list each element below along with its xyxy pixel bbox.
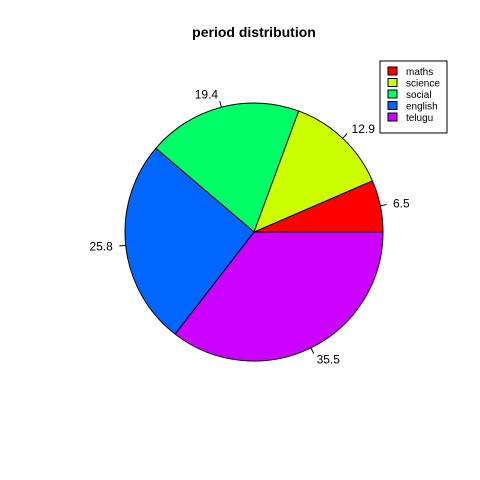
- legend-label-english: english: [406, 102, 438, 113]
- legend-swatch-maths: [387, 66, 398, 76]
- pie-slice-labels: 6.5 12.9 19.4 25.8 35.5: [90, 88, 410, 367]
- legend-label-telugu: telugu: [406, 113, 433, 124]
- legend-label-maths: maths: [406, 67, 433, 78]
- legend-label-social: social: [406, 90, 432, 101]
- legend-swatch-english: [387, 101, 398, 110]
- pie-label-tick-science: [342, 133, 348, 139]
- pie-slice-social: [155, 102, 300, 233]
- pie-label-tick-english: [119, 244, 126, 247]
- legend-swatch-social: [387, 89, 398, 99]
- legend-label-science: science: [406, 79, 440, 90]
- pie-label-social: 19.4: [195, 88, 219, 102]
- pie-label-maths: 6.5: [393, 196, 410, 210]
- pie-label-tick-social: [219, 100, 222, 108]
- pie-slices: [124, 102, 384, 362]
- legend-swatch-telugu: [387, 112, 398, 122]
- pie-label-telugu: 35.5: [317, 352, 341, 366]
- pie-slice-english: [124, 147, 255, 335]
- pie-slice-science: [253, 110, 374, 233]
- pie-label-tick-maths: [380, 204, 387, 207]
- legend-swatch-science: [387, 78, 398, 87]
- pie-label-english: 25.8: [90, 240, 114, 254]
- pie-label-science: 12.9: [352, 122, 376, 136]
- chart-title: period distribution: [192, 24, 316, 40]
- pie-label-tick-telugu: [310, 347, 315, 354]
- pie-slice-telugu: [174, 231, 384, 362]
